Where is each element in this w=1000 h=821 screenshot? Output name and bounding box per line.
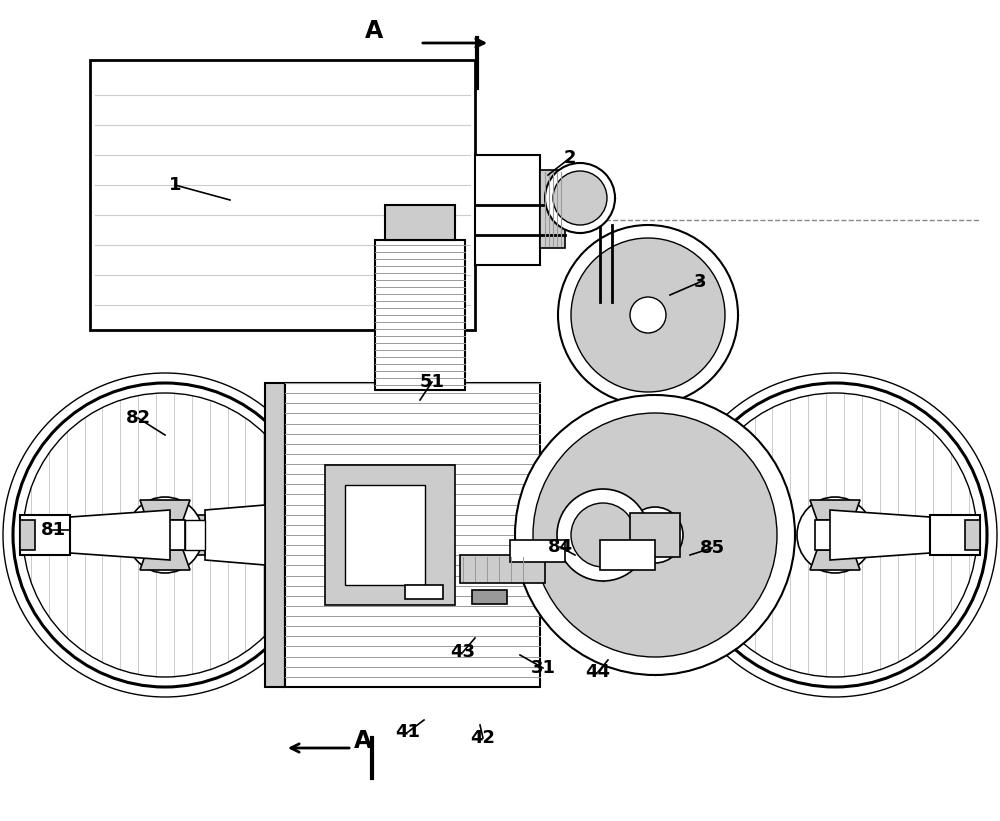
Bar — [20, 520, 35, 550]
Ellipse shape — [558, 225, 738, 405]
Bar — [475, 155, 540, 265]
Ellipse shape — [515, 395, 795, 675]
Text: 41: 41 — [396, 723, 420, 741]
Text: A: A — [354, 729, 372, 753]
Text: 51: 51 — [420, 373, 444, 391]
Bar — [145, 520, 185, 550]
Polygon shape — [70, 510, 170, 560]
Text: 31: 31 — [530, 659, 556, 677]
Bar — [405, 585, 443, 599]
Text: 82: 82 — [125, 409, 151, 427]
Bar — [510, 540, 565, 562]
Bar — [600, 540, 655, 570]
Text: 2: 2 — [564, 149, 576, 167]
Bar — [20, 515, 70, 555]
Polygon shape — [830, 510, 930, 560]
Text: 85: 85 — [699, 539, 725, 557]
Polygon shape — [205, 505, 265, 565]
Bar — [630, 513, 680, 557]
Ellipse shape — [571, 238, 725, 392]
Ellipse shape — [127, 497, 203, 573]
Bar — [90, 60, 475, 330]
Ellipse shape — [627, 507, 683, 563]
Ellipse shape — [553, 171, 607, 225]
Text: 84: 84 — [547, 538, 573, 556]
Ellipse shape — [533, 413, 777, 657]
Bar — [285, 383, 540, 687]
Bar — [165, 515, 205, 555]
Ellipse shape — [557, 489, 649, 581]
Text: 44: 44 — [586, 663, 610, 681]
Text: 81: 81 — [40, 521, 66, 539]
Polygon shape — [140, 500, 190, 520]
Bar — [385, 205, 455, 240]
Bar — [375, 240, 465, 390]
Ellipse shape — [630, 297, 666, 333]
Bar — [965, 520, 980, 550]
Text: 1: 1 — [169, 176, 181, 194]
Bar — [472, 590, 507, 604]
Ellipse shape — [571, 503, 635, 567]
Bar — [460, 555, 545, 583]
Bar — [325, 465, 455, 605]
Ellipse shape — [797, 497, 873, 573]
Polygon shape — [810, 550, 860, 570]
Bar — [185, 520, 205, 550]
Bar — [815, 520, 855, 550]
Text: 43: 43 — [450, 643, 476, 661]
Text: 3: 3 — [694, 273, 706, 291]
Bar — [345, 485, 425, 585]
Polygon shape — [140, 550, 190, 570]
Bar — [930, 515, 980, 555]
Text: 42: 42 — [471, 729, 496, 747]
Ellipse shape — [545, 163, 615, 233]
Bar — [540, 170, 565, 248]
Text: A: A — [365, 19, 383, 43]
Polygon shape — [810, 500, 860, 520]
Bar — [265, 383, 285, 687]
